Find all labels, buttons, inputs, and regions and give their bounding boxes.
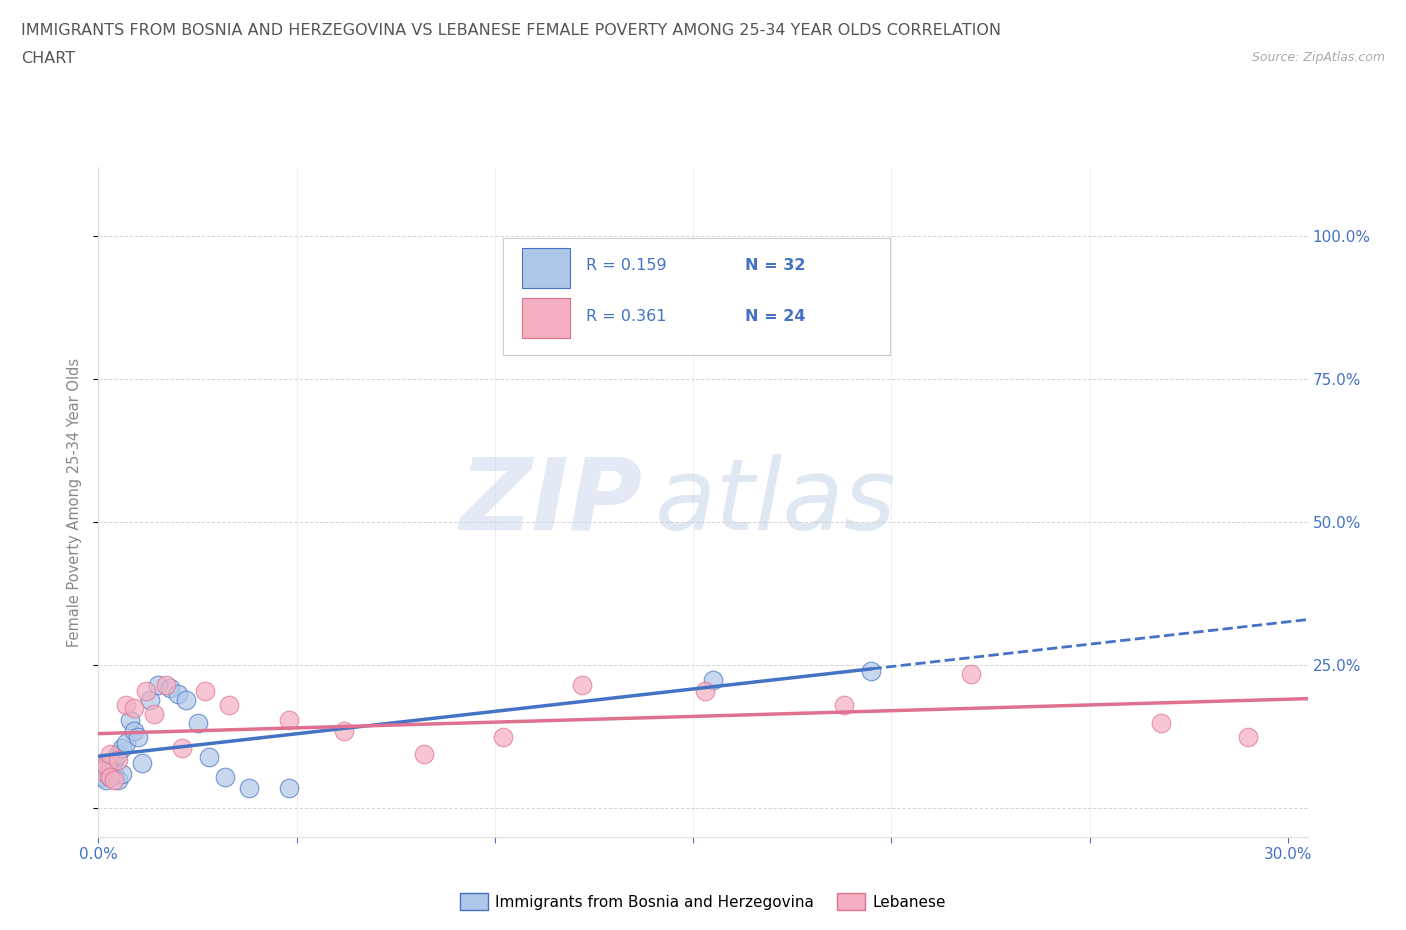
Point xyxy=(115,698,138,712)
Point xyxy=(146,678,169,693)
Text: R = 0.361: R = 0.361 xyxy=(586,309,666,324)
Bar xyxy=(522,298,569,339)
Point xyxy=(122,701,145,716)
Y-axis label: Female Poverty Among 25-34 Year Olds: Female Poverty Among 25-34 Year Olds xyxy=(67,358,83,646)
Point xyxy=(98,764,121,778)
Bar xyxy=(522,247,569,288)
Point xyxy=(127,729,149,744)
Point xyxy=(111,766,134,781)
Point xyxy=(218,698,240,712)
Point xyxy=(277,781,299,796)
Point xyxy=(91,764,114,778)
Point xyxy=(96,761,118,776)
Text: atlas: atlas xyxy=(655,454,896,551)
Point xyxy=(98,758,121,773)
Point xyxy=(412,747,434,762)
Point xyxy=(186,715,208,730)
Point xyxy=(693,684,716,698)
Point xyxy=(96,772,118,787)
FancyBboxPatch shape xyxy=(503,238,890,355)
Point xyxy=(103,766,125,781)
Text: Source: ZipAtlas.com: Source: ZipAtlas.com xyxy=(1251,51,1385,64)
Point xyxy=(142,707,165,722)
Point xyxy=(214,769,236,784)
Point xyxy=(174,692,197,707)
Point xyxy=(98,769,121,784)
Point xyxy=(277,712,299,727)
Point xyxy=(96,758,118,773)
Point xyxy=(238,781,260,796)
Point xyxy=(155,678,177,693)
Point xyxy=(91,758,114,773)
Point xyxy=(959,667,981,682)
Text: ZIP: ZIP xyxy=(460,454,643,551)
Point xyxy=(194,684,217,698)
Point xyxy=(107,752,129,767)
Text: R = 0.159: R = 0.159 xyxy=(586,259,666,273)
Point xyxy=(166,686,188,701)
Point xyxy=(571,678,593,693)
Point xyxy=(159,681,181,696)
Point xyxy=(170,741,193,756)
Point xyxy=(120,712,142,727)
Point xyxy=(832,698,855,712)
Legend: Immigrants from Bosnia and Herzegovina, Lebanese: Immigrants from Bosnia and Herzegovina, … xyxy=(454,886,952,916)
Text: N = 24: N = 24 xyxy=(745,309,806,324)
Text: CHART: CHART xyxy=(21,51,75,66)
Point xyxy=(115,735,138,750)
Point xyxy=(96,766,118,781)
Point xyxy=(122,724,145,738)
Point xyxy=(198,750,221,764)
Text: IMMIGRANTS FROM BOSNIA AND HERZEGOVINA VS LEBANESE FEMALE POVERTY AMONG 25-34 YE: IMMIGRANTS FROM BOSNIA AND HERZEGOVINA V… xyxy=(21,23,1001,38)
Point xyxy=(107,747,129,762)
Point xyxy=(111,741,134,756)
Point xyxy=(333,724,356,738)
Point xyxy=(135,684,157,698)
Point xyxy=(91,764,114,778)
Point xyxy=(492,729,515,744)
Point xyxy=(860,664,883,679)
Point xyxy=(139,692,162,707)
Point xyxy=(91,769,114,784)
Point xyxy=(1237,729,1260,744)
Point xyxy=(98,747,121,762)
Text: N = 32: N = 32 xyxy=(745,259,806,273)
Point xyxy=(103,752,125,767)
Point xyxy=(702,246,724,260)
Point xyxy=(1150,715,1173,730)
Point xyxy=(98,769,121,784)
Point xyxy=(702,672,724,687)
Point xyxy=(131,755,153,770)
Point xyxy=(107,772,129,787)
Point xyxy=(103,772,125,787)
